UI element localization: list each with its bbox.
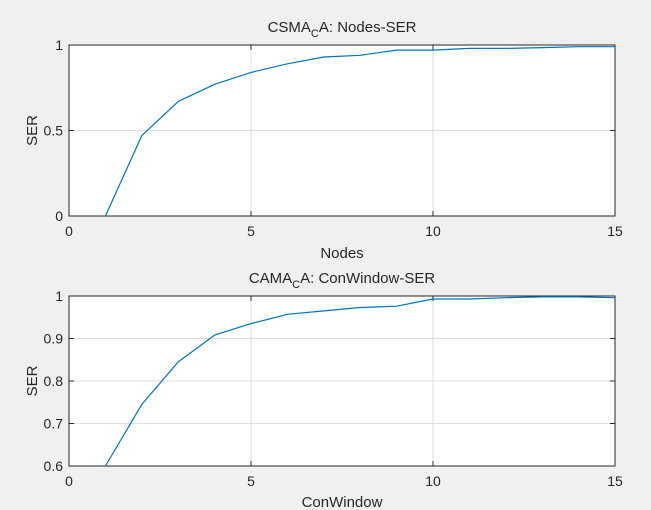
bottom-chart: 0 5 10 15 0.6 0.7 0.8 0.9 1 CAMACA: ConWindow-SER…	[24, 270, 623, 510]
bottom-x-axis-label: ConWindow	[302, 494, 383, 510]
bottom-xtick-label: 5	[247, 473, 255, 489]
top-x-axis-label: Nodes	[320, 245, 363, 262]
top-series-line	[104, 46, 615, 217]
bottom-ytick-label: 0.7	[44, 416, 64, 432]
bottom-ytick-label: 0.9	[44, 331, 64, 347]
bottom-ytick-label: 0.6	[44, 458, 64, 474]
top-y-axis-label: SER	[24, 115, 41, 146]
top-xtick-label: 15	[607, 223, 623, 239]
top-ytick-label: 1	[55, 37, 63, 53]
bottom-ytick-label: 1	[55, 288, 63, 304]
bottom-xtick-label: 10	[425, 473, 441, 489]
top-xtick-label: 0	[65, 223, 73, 239]
bottom-xtick-label: 15	[607, 473, 623, 489]
top-chart: 0 5 10 15 0 0.5 1 CSMACA: Nodes-SER Nodes SER	[24, 19, 623, 262]
top-ytick-label: 0.5	[44, 123, 64, 139]
top-ytick-label: 0	[55, 208, 63, 224]
bottom-y-axis-label: SER	[24, 365, 41, 396]
bottom-xtick-label: 0	[65, 473, 73, 489]
bottom-chart-title: CAMACA: ConWindow-SER	[249, 270, 436, 291]
bottom-ytick-label: 0.8	[44, 373, 64, 389]
top-chart-title: CSMACA: Nodes-SER	[268, 19, 417, 40]
top-xtick-label: 10	[425, 223, 441, 239]
bottom-series-line	[104, 296, 616, 467]
top-xtick-label: 5	[247, 223, 255, 239]
